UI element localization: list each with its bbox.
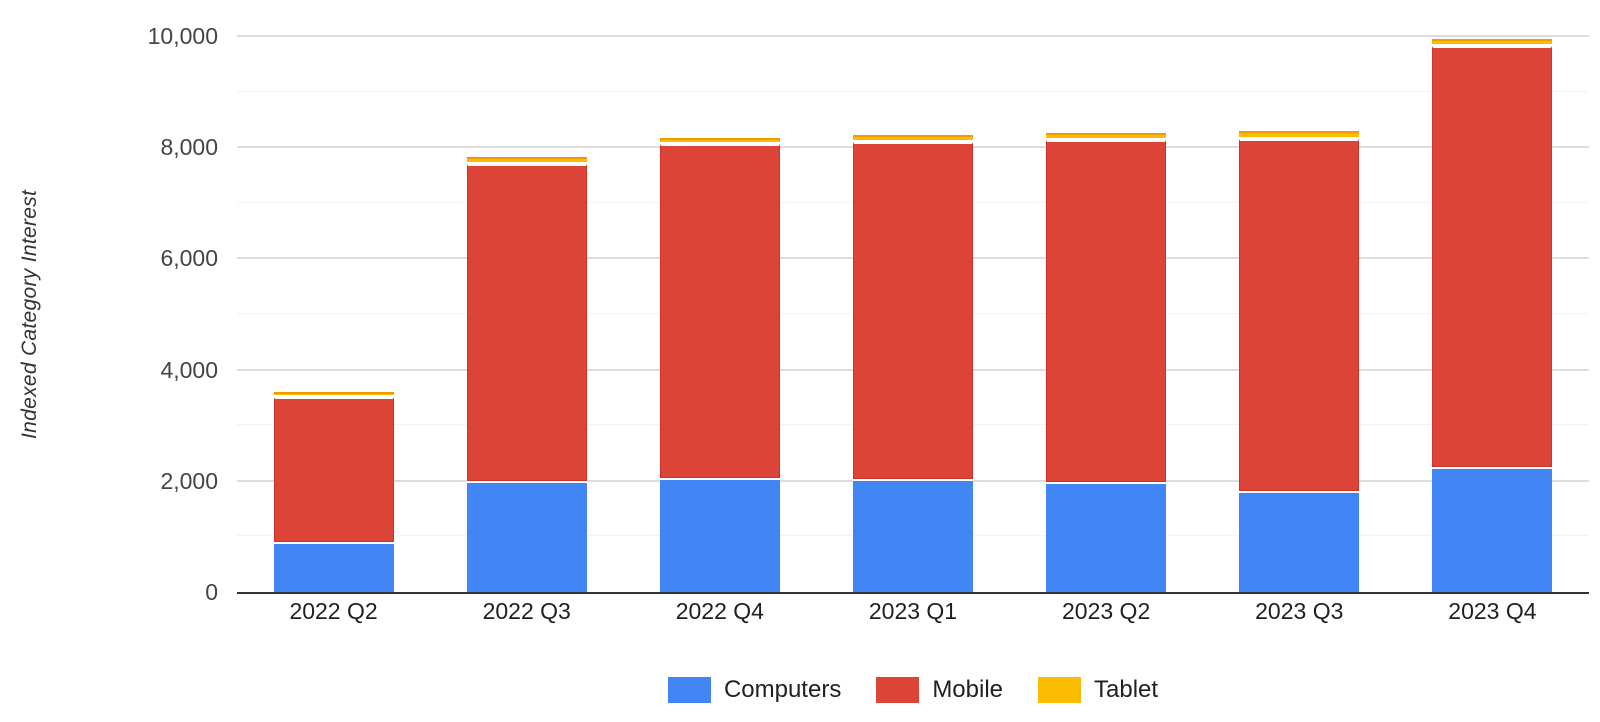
- bar-segment-computers[interactable]: [273, 541, 394, 592]
- stacked-bar: [1239, 36, 1360, 592]
- bar-segment-tablet[interactable]: [466, 156, 587, 164]
- bar-segment-mobile[interactable]: [1432, 45, 1553, 467]
- stacked-bar: [659, 36, 780, 592]
- x-tick-label: 2023 Q3: [1255, 598, 1344, 624]
- x-tick-label: 2023 Q1: [868, 598, 958, 624]
- legend-swatch-icon: [876, 677, 920, 703]
- y-tick-label: 0: [205, 579, 218, 605]
- y-tick-label: 4,000: [160, 356, 218, 383]
- legend-swatch-icon: [1038, 677, 1082, 703]
- x-axis-labels: 2022 Q2 2022 Q3 2022 Q4 2023 Q1 2023 Q2 2023 …: [237, 598, 1589, 625]
- y-tick-label: 2,000: [160, 467, 218, 494]
- legend-item-tablet[interactable]: Tablet: [1038, 676, 1158, 704]
- stacked-bar: [852, 36, 973, 592]
- bar-segment-computers[interactable]: [852, 479, 973, 592]
- bar-segment-mobile[interactable]: [273, 397, 394, 542]
- legend-label: Mobile: [932, 676, 1004, 703]
- x-tick-label: 2022 Q3: [482, 598, 571, 624]
- x-tick-label: 2022 Q4: [675, 598, 764, 624]
- legend-swatch-icon: [667, 677, 711, 703]
- legend-label: Computers: [723, 676, 842, 703]
- bar-series: [237, 36, 1589, 592]
- y-tick-label: 6,000: [160, 245, 218, 272]
- x-tick-label: 2023 Q4: [1448, 598, 1537, 624]
- legend: Computers Mobile Tablet: [237, 676, 1589, 704]
- bar-slot: [623, 36, 816, 592]
- legend-item-mobile[interactable]: Mobile: [876, 676, 1003, 704]
- y-axis-title: Indexed Category Interest: [18, 189, 41, 439]
- bar-segment-tablet[interactable]: [852, 134, 973, 142]
- x-tick-label: 2022 Q2: [289, 598, 378, 624]
- bar-slot: [430, 36, 623, 592]
- bar-segment-computers[interactable]: [1432, 466, 1553, 592]
- bar-segment-tablet[interactable]: [273, 391, 394, 398]
- bar-segment-mobile[interactable]: [659, 144, 780, 479]
- bar-slot: [816, 36, 1009, 592]
- x-tick-label: 2023 Q2: [1062, 598, 1151, 624]
- bar-segment-computers[interactable]: [1239, 490, 1360, 592]
- bar-segment-computers[interactable]: [466, 480, 587, 592]
- stacked-bar: [1046, 36, 1167, 592]
- bar-segment-mobile[interactable]: [1239, 138, 1360, 491]
- y-tick-label: 8,000: [160, 134, 218, 161]
- bar-segment-computers[interactable]: [1046, 482, 1167, 592]
- major-gridline: [237, 35, 1589, 37]
- legend-label: Tablet: [1094, 676, 1159, 703]
- stacked-bar: [466, 36, 587, 592]
- y-tick-label: 10,000: [147, 23, 218, 49]
- bar-segment-mobile[interactable]: [852, 141, 973, 480]
- legend-item-computers[interactable]: Computers: [667, 676, 842, 704]
- bar-slot: [1203, 36, 1396, 592]
- minor-gridline: [237, 90, 1589, 92]
- bar-segment-tablet[interactable]: [1046, 133, 1167, 141]
- bar-segment-tablet[interactable]: [1239, 130, 1360, 139]
- bar-slot: [237, 36, 430, 592]
- bar-segment-tablet[interactable]: [1432, 38, 1553, 46]
- bar-segment-computers[interactable]: [659, 478, 780, 592]
- bar-slot: [1396, 36, 1589, 592]
- bar-slot: [1010, 36, 1203, 592]
- bar-segment-mobile[interactable]: [1046, 140, 1167, 483]
- bar-segment-tablet[interactable]: [659, 137, 780, 145]
- bar-segment-mobile[interactable]: [466, 163, 587, 481]
- stacked-bar: [273, 36, 394, 592]
- stacked-bar: [1432, 36, 1553, 592]
- plot-area: [237, 35, 1589, 594]
